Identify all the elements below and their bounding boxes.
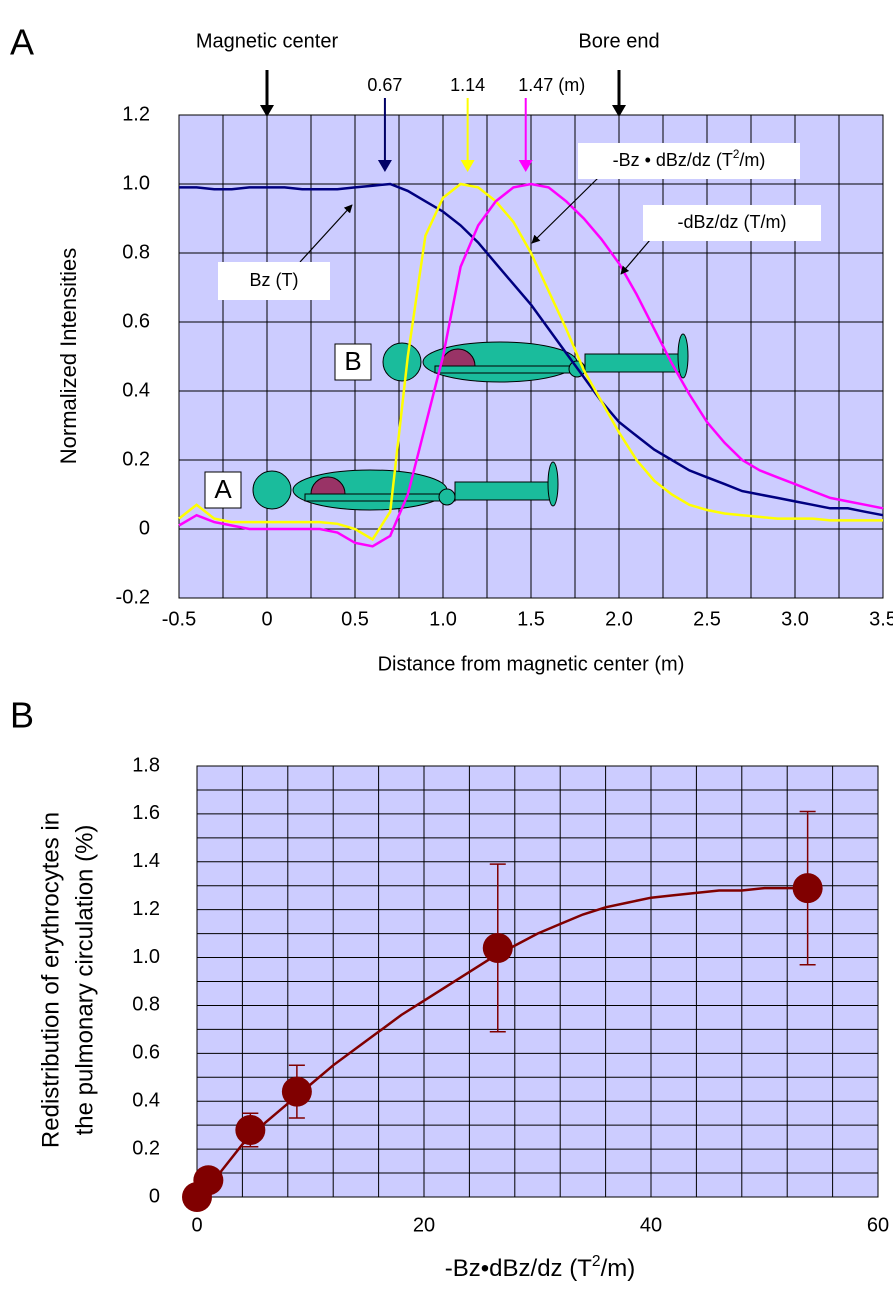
y-tick-label: 1.0 <box>122 172 150 194</box>
y-tick-label: 0.4 <box>122 379 150 401</box>
callout-arrow <box>620 239 651 275</box>
y-tick-label: 0 <box>139 517 150 539</box>
y-axis-title: the pulmonary circulation (%) <box>71 825 98 1136</box>
inset-label-box <box>334 343 372 381</box>
y-tick-label: 0.8 <box>132 994 160 1016</box>
x-tick-label: 20 <box>413 1214 435 1236</box>
x-tick-label: 40 <box>640 1214 662 1236</box>
x-axis-title: Distance from magnetic center (m) <box>378 653 685 675</box>
table <box>434 365 586 374</box>
x-tick-label: -0.5 <box>162 608 196 630</box>
series-label-part: Bz (T) <box>250 270 299 290</box>
data-point <box>792 873 823 904</box>
series-label-part: -dBz/dz (T/m) <box>677 212 786 232</box>
marker-label: 1.14 <box>450 75 485 95</box>
bed-end <box>677 333 689 379</box>
x-tick-label: 0 <box>261 608 272 630</box>
x-tick-label: 0.5 <box>341 608 369 630</box>
y-tick-label: 1.2 <box>122 103 150 125</box>
y-tick-label: 1.2 <box>132 898 160 920</box>
y-axis-title: Redistribution of erythrocytes in <box>37 812 64 1148</box>
x-tick-label: 60 <box>867 1214 889 1236</box>
series-label-part: -Bz • dBz/dz (T <box>613 150 733 170</box>
head <box>252 470 292 510</box>
data-point <box>235 1114 266 1145</box>
callout-arrow <box>531 177 599 244</box>
marker-arrowhead <box>518 160 533 172</box>
series-label-part: 2 <box>733 148 740 161</box>
bed-end <box>547 461 559 507</box>
marker-arrowhead <box>612 105 626 117</box>
x-tick-label: 1.0 <box>429 608 457 630</box>
y-tick-label: 0.6 <box>122 310 150 332</box>
knee <box>438 488 456 506</box>
patient-figure: A <box>204 461 559 511</box>
x-tick-label: 3.5 <box>869 608 893 630</box>
x-tick-label: 0 <box>191 1214 202 1236</box>
y-tick-label: -0.2 <box>116 586 150 608</box>
series-label: -Bz • dBz/dz (T2/m) <box>613 148 766 170</box>
series-line <box>178 182 883 542</box>
head <box>382 342 422 382</box>
callout-arrow <box>299 204 353 263</box>
x-tick-label: 1.5 <box>517 608 545 630</box>
marker-label: 0.67 <box>367 75 402 95</box>
lung <box>310 476 346 495</box>
x-axis-title-part: /m) <box>601 1255 636 1282</box>
series-label: -dBz/dz (T/m) <box>677 212 786 232</box>
y-tick-label: 1.8 <box>132 754 160 776</box>
x-tick-label: 2.0 <box>605 608 633 630</box>
data-point <box>482 932 513 963</box>
inset-label: A <box>214 474 232 504</box>
bed <box>454 481 556 501</box>
y-tick-label: 0.4 <box>132 1090 160 1112</box>
y-tick-label: 0.6 <box>132 1042 160 1064</box>
bed <box>584 353 686 373</box>
series-label-part: /m) <box>739 150 765 170</box>
panel-letter: B <box>10 695 34 736</box>
x-tick-label: 3.0 <box>781 608 809 630</box>
plot-a: 1.2 1.0 0.8 0.6 0.4 0.2 0 -0.2 -0.5 0 0.5 1.0 1.5 2.0… <box>56 30 893 675</box>
series-line <box>178 182 884 548</box>
data-point <box>281 1076 312 1107</box>
marker-arrowhead <box>377 160 392 172</box>
x-axis-title-part: 2 <box>592 1253 601 1270</box>
inset-label-box <box>204 471 242 509</box>
marker-arrowhead <box>260 105 274 117</box>
y-tick-label: 0.2 <box>132 1137 160 1159</box>
x-axis-title-part: -Bz•dBz/dz (T <box>445 1255 592 1282</box>
y-tick-label: 0.8 <box>122 241 150 263</box>
y-tick-label: 1.6 <box>132 802 160 824</box>
marker-label: Bore end <box>578 30 659 52</box>
callout-box <box>643 205 821 241</box>
y-tick-label: 1.4 <box>132 850 160 872</box>
y-tick-label: 0 <box>149 1185 160 1207</box>
table <box>304 493 456 502</box>
x-axis-title: -Bz•dBz/dz (T2/m) <box>445 1253 635 1283</box>
y-axis-title: Normalized Intensities <box>56 248 81 464</box>
marker-label: 1.47 (m) <box>518 75 585 95</box>
series-line <box>179 182 884 517</box>
marker-arrowhead <box>460 160 475 172</box>
data-point <box>193 1165 224 1196</box>
inset-label: B <box>344 346 361 376</box>
y-tick-label: 0.2 <box>122 448 150 470</box>
y-tick-label: 1.0 <box>132 946 160 968</box>
callout-box <box>218 262 330 300</box>
marker-label: Magnetic center <box>196 30 339 52</box>
plot-b: 1.8 1.6 1.4 1.2 1.0 0.8 0.6 0.4 0.2 0 0 20 40 60 -Bz•d… <box>37 754 889 1282</box>
x-tick-label: 2.5 <box>693 608 721 630</box>
series-label: Bz (T) <box>250 270 299 290</box>
callout-box <box>578 143 800 179</box>
panel-letter: A <box>10 22 34 63</box>
